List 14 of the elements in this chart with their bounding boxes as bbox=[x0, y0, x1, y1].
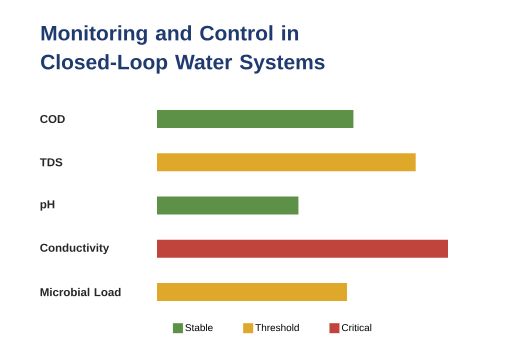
y-tick-label: Microbial Load bbox=[40, 288, 121, 296]
y-tick-label: Conductivity bbox=[40, 243, 110, 254]
legend-label: Stable bbox=[185, 324, 213, 332]
bar bbox=[157, 110, 354, 128]
bar bbox=[157, 196, 298, 215]
bar bbox=[157, 283, 348, 302]
y-tick-label: pH bbox=[40, 200, 54, 211]
legend-label: Critical bbox=[342, 324, 372, 332]
y-tick-label: TDS bbox=[40, 158, 62, 166]
y-tick-label: COD bbox=[40, 114, 65, 124]
legend-label: Threshold bbox=[255, 324, 299, 332]
bar bbox=[157, 153, 416, 172]
bar bbox=[157, 240, 448, 258]
chart-title: Monitoring and Control in Closed-Loop Water Systems bbox=[41, 25, 325, 74]
